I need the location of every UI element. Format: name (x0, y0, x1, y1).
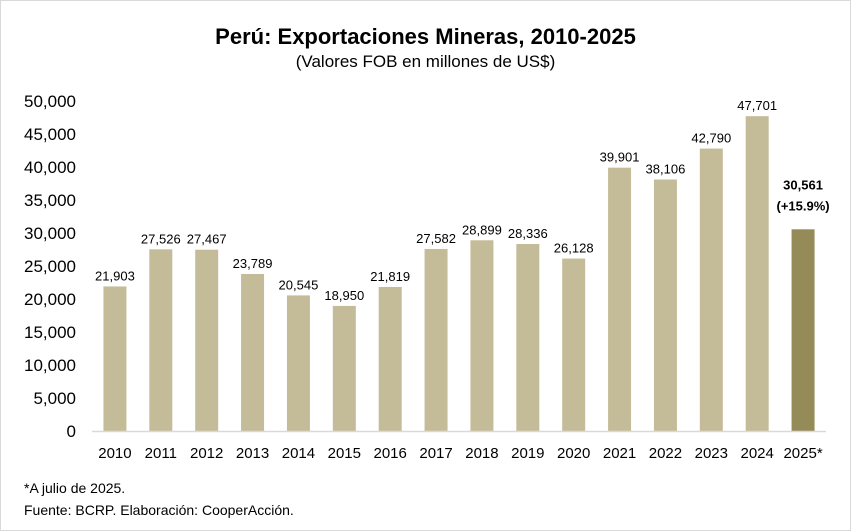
source-note: Fuente: BCRP. Elaboración: CooperAcción. (24, 502, 294, 518)
bar (470, 240, 494, 431)
x-tick-label: 2019 (511, 445, 544, 462)
x-tick-label: 2021 (603, 445, 636, 462)
y-tick-label: 35,000 (24, 191, 76, 210)
data-label: 42,790 (691, 131, 731, 146)
bar (516, 243, 540, 431)
chart-subtitle: (Valores FOB en millones de US$) (295, 52, 556, 71)
y-tick-label: 15,000 (24, 323, 76, 342)
x-tick-label: 2016 (374, 445, 407, 462)
bar (103, 286, 127, 431)
y-tick-label: 0 (67, 422, 76, 441)
x-tick-label: 2022 (649, 445, 682, 462)
data-label: 28,336 (508, 226, 548, 241)
data-label: 18,950 (324, 288, 364, 303)
data-label: 39,901 (600, 150, 640, 165)
footnote: *A julio de 2025. (24, 480, 126, 496)
x-tick-label: 2023 (695, 445, 728, 462)
bar (653, 179, 677, 431)
x-tick-label: 2017 (419, 445, 452, 462)
data-label: 30,561 (783, 177, 823, 192)
data-label: 26,128 (554, 241, 594, 256)
bar (241, 273, 265, 431)
data-label: 27,582 (416, 231, 456, 246)
bars (103, 116, 815, 432)
data-label: 38,106 (646, 162, 686, 177)
x-axis: 2010 2011 2012 2013 2014 2015 2016 2017 2018 2019… (98, 445, 823, 462)
chart-title: Perú: Exportaciones Mineras, 2010-2025 (215, 24, 636, 49)
x-tick-label: 2024 (741, 445, 774, 462)
bar (286, 295, 310, 431)
bar (378, 286, 402, 431)
data-label: 20,545 (279, 277, 319, 292)
x-tick-label: 2012 (190, 445, 223, 462)
y-tick-label: 5,000 (33, 389, 76, 408)
data-label: 28,899 (462, 222, 502, 237)
y-tick-label: 40,000 (24, 158, 76, 177)
y-axis: 0 5,000 10,000 15,000 20,000 25,000 30,000 35,0… (24, 92, 76, 441)
y-tick-label: 50,000 (24, 92, 76, 111)
bar (332, 305, 356, 431)
y-tick-label: 10,000 (24, 356, 76, 375)
data-label: 27,467 (187, 232, 227, 247)
data-label: 23,789 (233, 256, 273, 271)
data-label-change: (+15.9%) (777, 198, 830, 213)
x-tick-label: 2013 (236, 445, 269, 462)
chart-notes: *A julio de 2025. Fuente: BCRP. Elaborac… (24, 477, 294, 521)
data-label: 47,701 (737, 98, 777, 113)
data-label: 21,903 (95, 268, 135, 283)
bar (699, 148, 723, 431)
bar (745, 116, 769, 431)
bar (424, 248, 448, 431)
x-tick-label: 2014 (282, 445, 315, 462)
y-tick-label: 45,000 (24, 125, 76, 144)
x-tick-label: 2011 (145, 445, 177, 462)
bar (195, 249, 219, 431)
y-tick-label: 30,000 (24, 224, 76, 243)
x-tick-label: 2018 (465, 445, 498, 462)
bar (562, 258, 586, 431)
x-tick-label: 2010 (98, 445, 131, 462)
x-tick-label: 2015 (328, 445, 361, 462)
y-tick-label: 25,000 (24, 257, 76, 276)
bar (149, 249, 173, 431)
data-labels: 21,903 27,526 27,467 23,789 20,545 18,950 21,8… (95, 98, 830, 303)
data-label: 21,819 (370, 269, 410, 284)
data-label: 27,526 (141, 231, 181, 246)
x-tick-label: 2025* (783, 445, 822, 462)
bar-highlight (791, 229, 815, 431)
x-tick-label: 2020 (557, 445, 590, 462)
y-tick-label: 20,000 (24, 290, 76, 309)
bar (608, 167, 632, 432)
